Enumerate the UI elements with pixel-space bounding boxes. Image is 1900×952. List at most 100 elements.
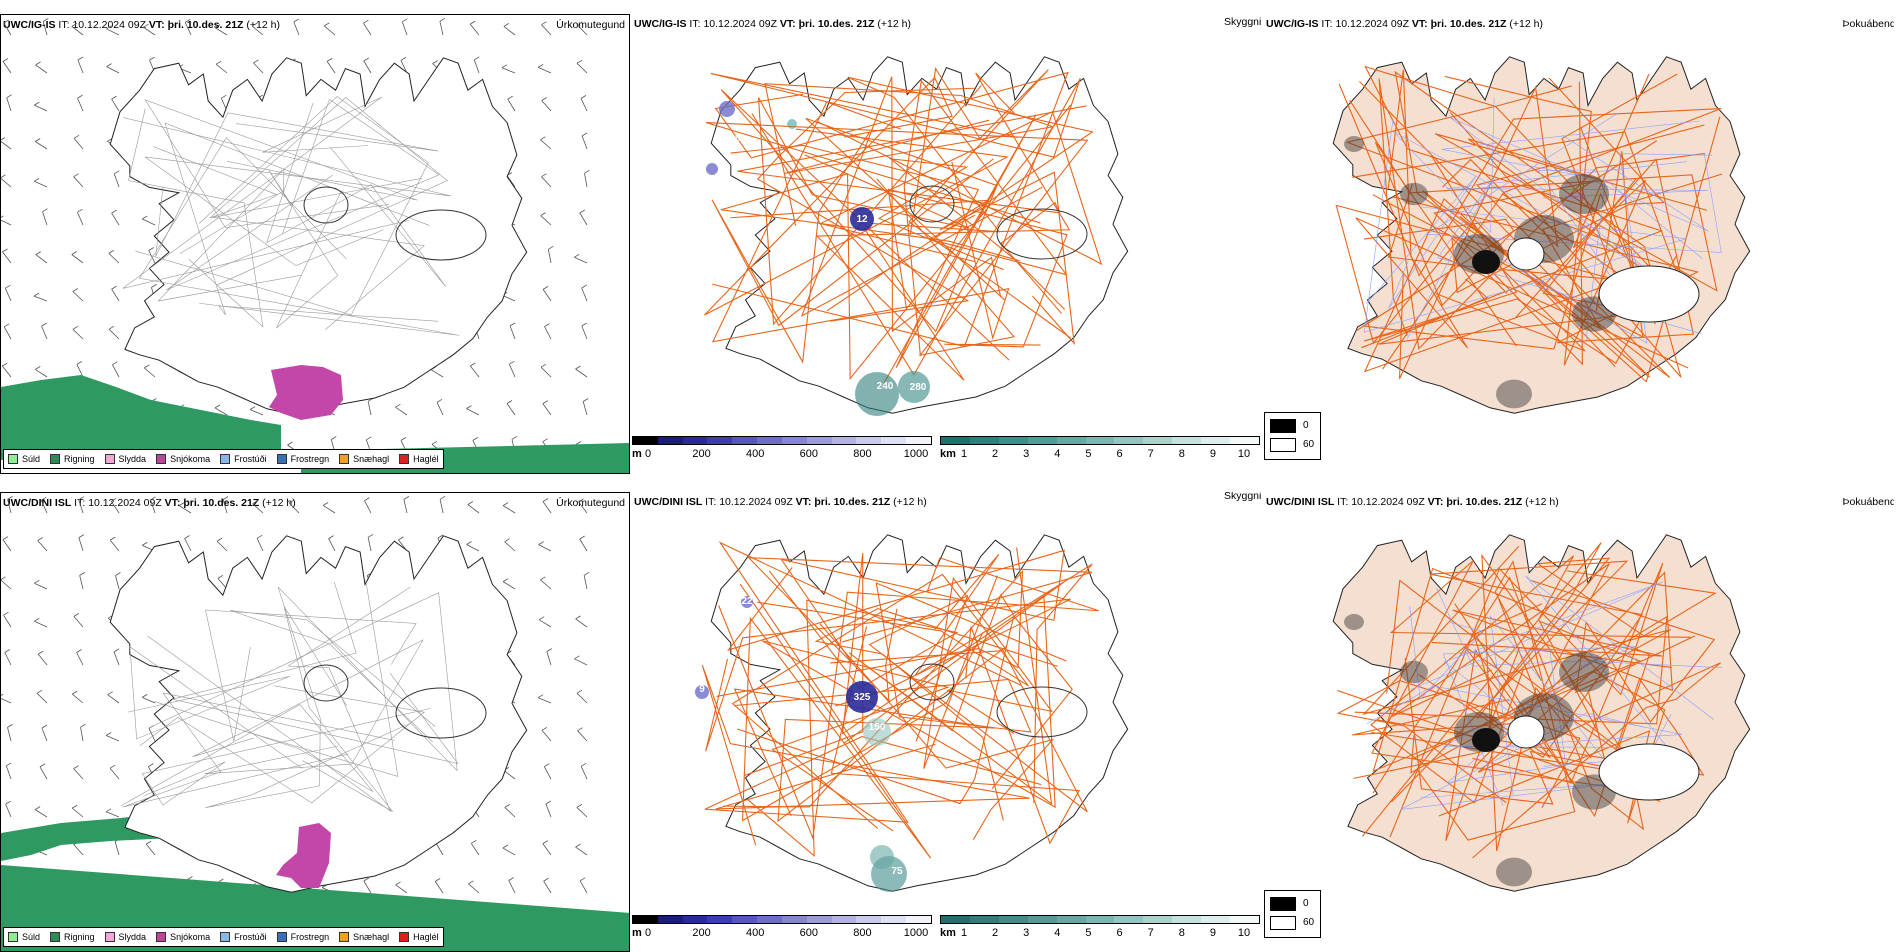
low-visibility-area xyxy=(898,371,930,403)
colorbar-segment xyxy=(1056,916,1086,923)
legend-label: Rigning xyxy=(64,454,95,464)
road-line xyxy=(1389,562,1664,838)
fog-area xyxy=(1496,857,1532,887)
road-line xyxy=(164,122,439,322)
glacier-outline xyxy=(996,686,1088,738)
fog-area xyxy=(1400,182,1428,206)
legend-swatch xyxy=(276,454,287,464)
road-line xyxy=(701,664,1030,846)
panel-header: UWC/DINI ISL IT: 10.12.2024 09Z VT: þri.… xyxy=(3,497,296,509)
colorbar-tick-label: 400 xyxy=(746,927,765,939)
panel-precip-ig: UWC/IG-IS IT: 10.12.2024 09Z VT: þri. 10… xyxy=(0,14,630,474)
colorbar-tick-label: 0 xyxy=(644,927,652,939)
visibility-m-colorbar: m 0 200 400 600 800 1000 xyxy=(632,915,934,945)
road-line xyxy=(205,720,409,808)
road-line xyxy=(1353,542,1602,837)
low-visibility-area xyxy=(863,718,891,746)
road-line xyxy=(737,105,1087,314)
river-line xyxy=(1406,178,1702,340)
legend-item: Slydda xyxy=(104,454,146,464)
road-line xyxy=(121,701,374,806)
colorbar-gradient xyxy=(632,436,932,445)
legend-swatch-60 xyxy=(1270,916,1296,930)
legend-item: Haglél xyxy=(399,932,439,942)
fog-area xyxy=(1344,614,1364,630)
road-line xyxy=(830,594,1088,813)
legend-label: Haglél xyxy=(413,454,439,464)
legend-swatch xyxy=(50,932,61,942)
road-line xyxy=(733,645,1008,823)
iceland-visibility-map: 240 280 12 57 41 18 xyxy=(686,56,1129,416)
low-visibility-area xyxy=(846,681,878,713)
legend-swatch xyxy=(399,932,410,942)
legend-item: Snæhagl xyxy=(339,454,389,464)
road-line xyxy=(147,586,411,812)
river-line xyxy=(1409,606,1484,700)
glacier-outline xyxy=(1507,715,1545,749)
river-line xyxy=(1482,153,1713,344)
river-line xyxy=(1410,581,1664,739)
colorbar-segment xyxy=(969,437,999,444)
glacier-outline xyxy=(909,663,955,701)
river-line xyxy=(1421,615,1624,799)
dense-fog-area xyxy=(1472,250,1500,274)
road-line xyxy=(1352,131,1691,345)
dense-fog-area xyxy=(1472,728,1500,752)
fog-area xyxy=(1344,136,1364,152)
colorbar-segment xyxy=(856,437,882,444)
colorbar-tick-label: 4 xyxy=(1054,927,1061,939)
colorbar-tick-label: 400 xyxy=(746,448,765,460)
road-line xyxy=(1336,679,1581,808)
legend-label: Snjókoma xyxy=(170,454,211,464)
road-line xyxy=(1476,557,1717,719)
visibility-value-label: 150 xyxy=(869,722,886,733)
road-line xyxy=(155,112,439,257)
snow-area xyxy=(276,823,331,888)
panel-fog-ig: UWC/IG-IS IT: 10.12.2024 09Z VT: þri. 10… xyxy=(1264,14,1894,474)
legend-swatch xyxy=(104,454,115,464)
colorbar-unit: km xyxy=(940,927,956,939)
road-line xyxy=(1363,116,1721,383)
colorbar-segment xyxy=(1230,916,1259,923)
road-line xyxy=(144,99,418,228)
panel-header: UWC/DINI ISL IT: 10.12.2024 09Z VT: þri.… xyxy=(634,496,927,508)
iceland-precip-map xyxy=(1,17,629,473)
colorbar-tick-label: 9 xyxy=(1209,927,1216,939)
road-line xyxy=(1355,69,1689,369)
legend-label: Snjókoma xyxy=(170,932,211,942)
colorbar-segment xyxy=(1230,437,1259,444)
panel-visibility-ig: UWC/IG-IS IT: 10.12.2024 09Z VT: þri. 10… xyxy=(632,14,1262,474)
legend-label-0: 0 xyxy=(1303,420,1309,431)
panel-visibility-dini: UWC/DINI ISL IT: 10.12.2024 09Z VT: þri.… xyxy=(632,492,1262,952)
road-line xyxy=(730,171,1075,346)
colorbar-tick-label: 3 xyxy=(1023,448,1030,460)
colorbar-tick-label: 0 xyxy=(644,448,652,460)
iceland-visibility-map: 75 930 325 150 43 22 9 xyxy=(695,534,1129,901)
legend-swatch xyxy=(220,454,231,464)
legend-label: Frostúði xyxy=(234,932,267,942)
precip-type-legend: Súld Rigning Slydda Snjókoma Frostúði Frostre… xyxy=(3,449,444,469)
legend-item: Slydda xyxy=(104,932,146,942)
low-visibility-area xyxy=(706,163,718,175)
roads xyxy=(701,541,1099,859)
low-visibility-area xyxy=(850,207,874,231)
colorbar-tick-label: 2 xyxy=(992,927,999,939)
low-visibility-area xyxy=(741,596,753,608)
road-line xyxy=(1398,85,1559,380)
colorbar-segment xyxy=(1027,437,1057,444)
legend-swatch xyxy=(104,932,115,942)
colorbar-tick-label: 7 xyxy=(1147,448,1154,460)
road-line xyxy=(826,76,1094,312)
road-line xyxy=(704,541,1042,823)
legend-item: Snjókoma xyxy=(156,454,210,464)
road-line xyxy=(1530,579,1716,723)
road-line xyxy=(756,87,975,322)
road-line xyxy=(1444,73,1650,366)
roads xyxy=(121,580,459,812)
colorbar-unit: m xyxy=(632,927,642,939)
visibility-value-label: 43 xyxy=(904,890,916,901)
iceland-coastline xyxy=(109,535,528,893)
legend-label: Frostregn xyxy=(290,454,330,464)
colorbar-segment xyxy=(1085,916,1115,923)
river-line xyxy=(1366,685,1683,746)
